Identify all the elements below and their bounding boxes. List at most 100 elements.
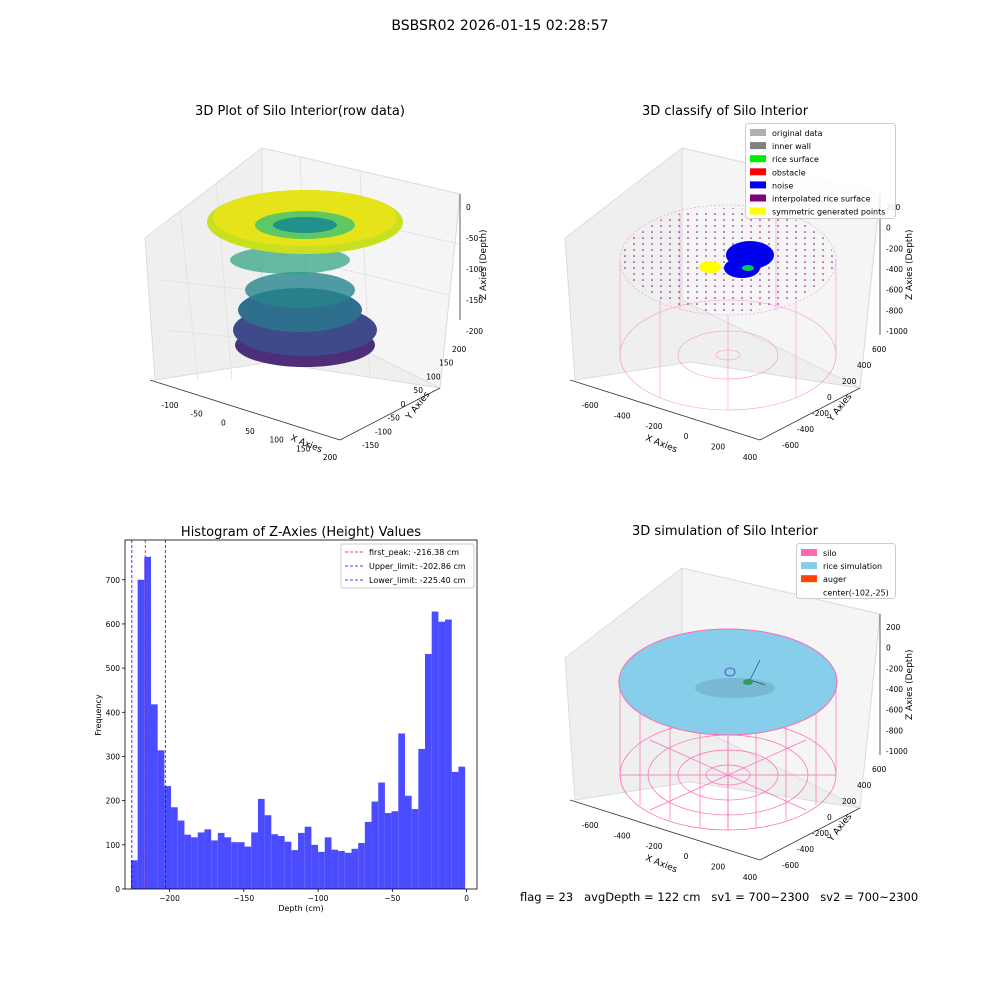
raw-plot-title: 3D Plot of Silo Interior(row data) (195, 104, 405, 119)
histogram-bar (425, 653, 432, 889)
sim-ytick-label: 600 (872, 765, 887, 774)
raw-ytick-label: 100 (426, 372, 441, 381)
histogram-ytick-label: 400 (106, 708, 121, 717)
cls-xtick-label: 400 (743, 453, 758, 462)
histogram-bar (237, 842, 245, 889)
classify-legend-label: original data (772, 129, 823, 138)
raw-3d-plot: X Axies Y Axies Z Axies (Depth) -100-500… (144, 147, 489, 462)
classify-xtick-labels: -600 -400 -200 0 200 400 (581, 401, 757, 462)
histogram-bar (284, 841, 292, 889)
histogram-ytick-label: 500 (106, 664, 121, 673)
histogram-bar (157, 750, 165, 889)
histogram-bar (164, 786, 172, 889)
raw-xtick-label: -50 (191, 410, 203, 419)
cls-xtick-label: 0 (684, 432, 689, 441)
cls-ztick-label: -400 (886, 265, 903, 274)
simulation-xlabel: X Axies (644, 854, 679, 876)
histogram-bar (451, 771, 459, 889)
cls-xtick-label: 200 (711, 443, 726, 452)
cls-ztick-label: -800 (886, 306, 903, 315)
raw-ztick-label: -200 (466, 327, 483, 336)
histogram-bar (184, 834, 192, 889)
classify-legend-label: noise (772, 181, 793, 190)
raw-xtick-label: 150 (296, 444, 311, 453)
histogram-bar (358, 843, 365, 889)
histogram-xtick-label: 0 (464, 894, 469, 903)
histogram-bar (257, 798, 265, 889)
histogram-ytick-label: 700 (106, 576, 121, 585)
histogram-bar (418, 748, 426, 889)
histogram-legend: first_peak: -216.38 cm Upper_limit: -202.… (340, 543, 475, 589)
classify-legend-swatch (750, 194, 766, 202)
histogram-bar (231, 842, 238, 889)
simulation-xtick-labels: -600 -400 -200 0 200 400 (581, 821, 757, 882)
histogram-frame (124, 539, 478, 890)
histogram-ytick-label: 0 (115, 885, 120, 894)
raw-point-cloud (207, 190, 403, 367)
histogram-xtick-label: −100 (308, 894, 329, 903)
cls-xtick-label: -600 (581, 401, 598, 410)
raw-ztick-labels: 0 -50 -100 -150 -200 (466, 203, 483, 336)
histogram-bar (177, 820, 185, 889)
simulation-ztick-labels: 200 0 -200 -400 -600 -800 -1000 (886, 623, 908, 756)
raw-ytick-label: 150 (439, 359, 454, 368)
histogram-bar (197, 832, 205, 889)
sim-ytick-label: 200 (842, 797, 857, 806)
histogram-bar (351, 848, 359, 889)
histogram-xlabel: Depth (cm) (278, 904, 323, 913)
classify-legend: original data inner wall rice surface obsta… (745, 123, 896, 219)
raw-xtick-labels: -100 -50 0 50 100 150 200 (161, 401, 337, 462)
cls-ztick-label: -600 (886, 286, 903, 295)
histogram-yticks: 0 100 200 300 400 500 600 700 (106, 576, 125, 894)
raw-ztick-label: -100 (466, 265, 483, 274)
cls-ytick-label: -400 (797, 425, 814, 434)
histogram-bar (150, 704, 158, 889)
histogram-bar (271, 834, 278, 889)
histogram-xtick-label: −150 (234, 894, 255, 903)
histogram-title: Histogram of Z-Axies (Height) Values (181, 525, 421, 540)
cls-ytick-label: -600 (782, 441, 799, 450)
classify-symmetric-points (699, 261, 721, 273)
histogram-bar (204, 829, 212, 889)
raw-xtick-label: -100 (161, 401, 178, 410)
raw-ytick-label: 0 (401, 400, 406, 409)
raw-ytick-label: 200 (452, 345, 467, 354)
histogram-bar (398, 733, 405, 889)
histogram-xtick-label: −200 (159, 894, 180, 903)
histogram-bar (217, 832, 225, 889)
histogram-bar (298, 832, 305, 889)
sim-ztick-label: 0 (886, 644, 891, 653)
classify-noise-cluster (724, 241, 774, 278)
histogram-bar (371, 801, 379, 889)
raw-xtick-label: 100 (270, 436, 285, 445)
histogram-legend-label: Lower_limit: -225.40 cm (369, 576, 466, 585)
simulation-zlabel: Z Axies (Depth) (905, 649, 915, 720)
histogram-bar (137, 579, 145, 889)
classify-legend-swatch (750, 207, 766, 215)
sim-xtick-label: -200 (645, 842, 662, 851)
classify-plot-title: 3D classify of Silo Interior (641, 104, 809, 119)
sim-xtick-label: 200 (711, 863, 726, 872)
histogram-bar (438, 621, 446, 889)
classify-legend-label: symmetric generated points (772, 208, 885, 217)
histogram-bar (291, 850, 299, 889)
cls-xtick-label: -400 (613, 411, 630, 420)
histogram-xtick-label: −50 (384, 894, 400, 903)
simulation-legend-swatch (801, 562, 817, 570)
figure-title: BSBSR02 2026-01-15 02:28:57 (391, 18, 609, 34)
sim-xtick-label: -600 (581, 821, 598, 830)
histogram-bar (384, 813, 392, 889)
simulation-rice-cone (695, 678, 775, 698)
cls-ytick-label: 200 (842, 377, 857, 386)
histogram-ytick-label: 200 (106, 797, 121, 806)
sim-xtick-label: 400 (743, 873, 758, 882)
raw-zlabel: Z Axies (Depth) (479, 229, 489, 300)
histogram-bar (224, 837, 232, 889)
sim-ytick-label: -400 (797, 845, 814, 854)
sim-ytick-label: -600 (782, 861, 799, 870)
histogram-chart: Histogram of Z-Axies (Height) Values −20… (94, 525, 478, 913)
sim-ztick-label: -400 (886, 685, 903, 694)
simulation-legend-label: silo (823, 549, 837, 558)
